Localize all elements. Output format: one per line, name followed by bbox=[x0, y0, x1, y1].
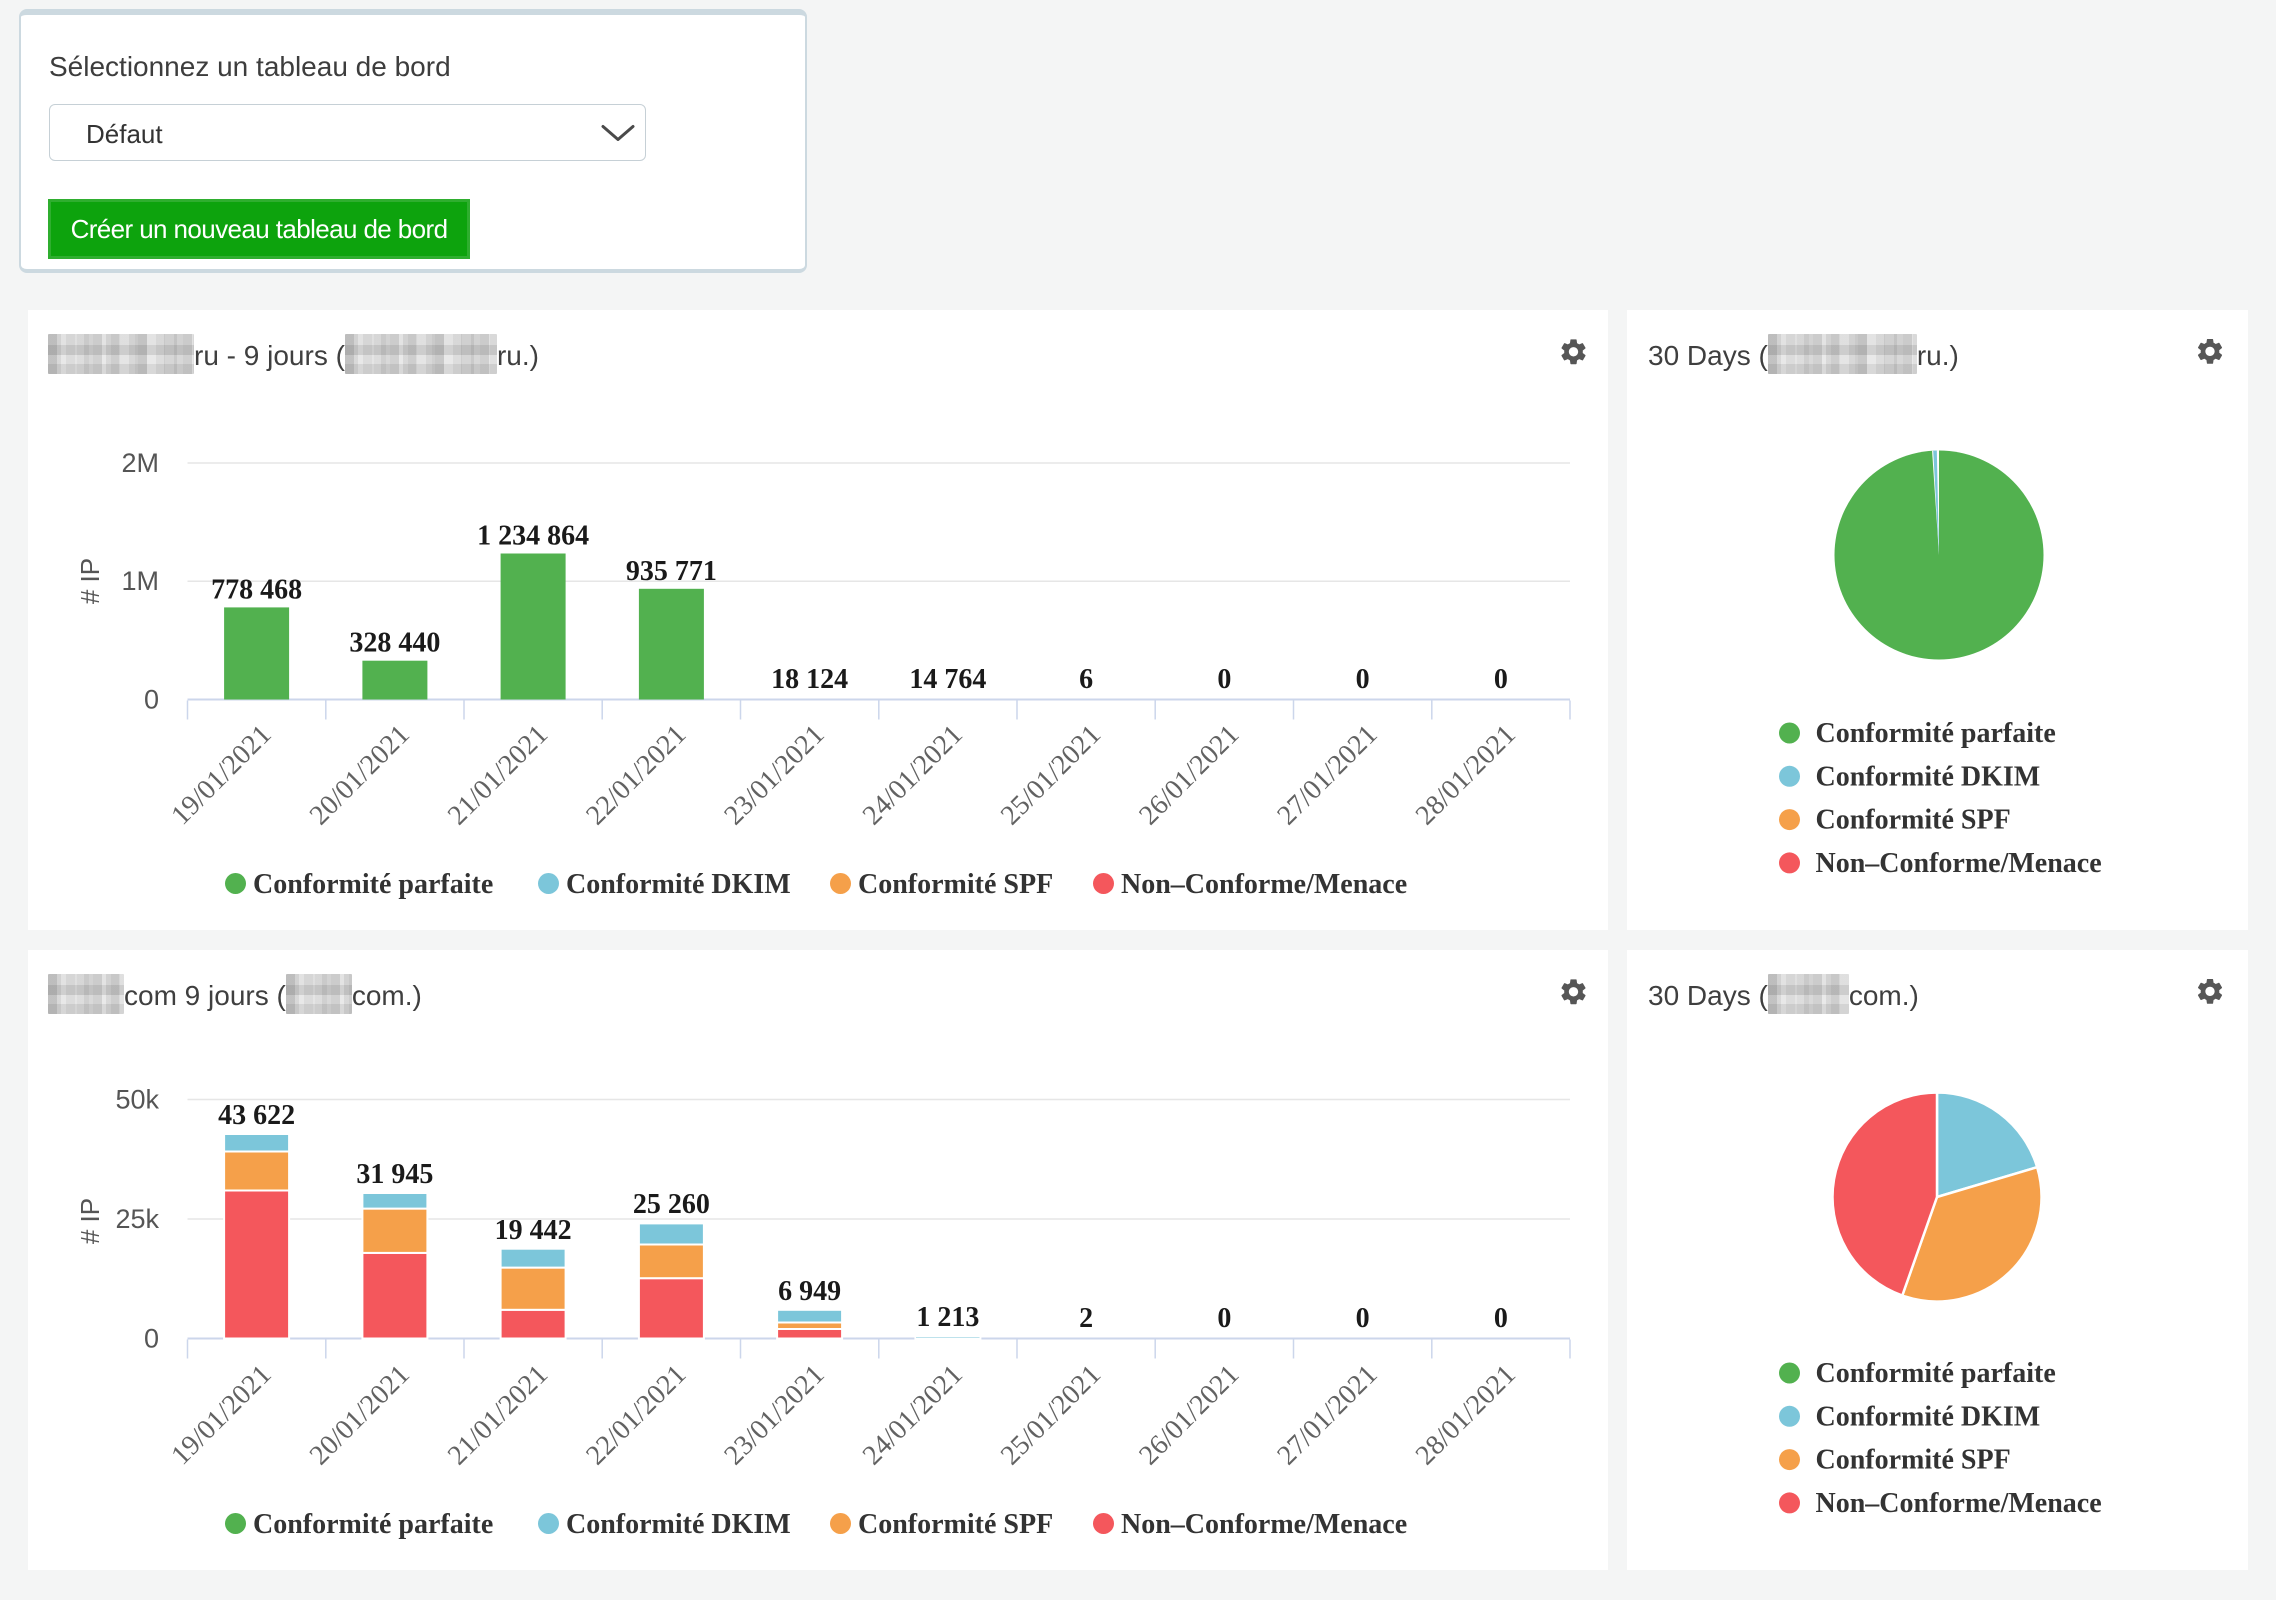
svg-text:Conformité parfaite: Conformité parfaite bbox=[1816, 718, 2056, 749]
svg-text:50k: 50k bbox=[115, 1085, 159, 1115]
svg-text:# IP: # IP bbox=[75, 558, 105, 604]
svg-text:0: 0 bbox=[1217, 664, 1231, 695]
svg-text:2: 2 bbox=[1079, 1303, 1093, 1334]
svg-text:Conformité SPF: Conformité SPF bbox=[858, 1509, 1053, 1540]
svg-text:328 440: 328 440 bbox=[349, 628, 440, 659]
svg-text:0: 0 bbox=[144, 685, 159, 715]
svg-text:Conformité DKIM: Conformité DKIM bbox=[566, 869, 791, 900]
svg-text:23/01/2021: 23/01/2021 bbox=[718, 719, 830, 831]
svg-text:24/01/2021: 24/01/2021 bbox=[857, 1359, 969, 1471]
svg-text:27/01/2021: 27/01/2021 bbox=[1271, 1359, 1383, 1471]
svg-text:Conformité DKIM: Conformité DKIM bbox=[1816, 761, 2041, 792]
svg-text:Conformité SPF: Conformité SPF bbox=[858, 869, 1053, 900]
svg-text:25k: 25k bbox=[115, 1204, 159, 1234]
svg-text:20/01/2021: 20/01/2021 bbox=[304, 1359, 416, 1471]
svg-text:26/01/2021: 26/01/2021 bbox=[1133, 1359, 1245, 1471]
svg-text:19/01/2021: 19/01/2021 bbox=[165, 1359, 277, 1471]
svg-text:23/01/2021: 23/01/2021 bbox=[718, 1359, 830, 1471]
svg-text:Conformité parfaite: Conformité parfaite bbox=[253, 1509, 493, 1540]
svg-text:31 945: 31 945 bbox=[356, 1159, 433, 1190]
svg-text:Non–Conforme/Menace: Non–Conforme/Menace bbox=[1121, 869, 1407, 900]
svg-text:22/01/2021: 22/01/2021 bbox=[580, 1359, 692, 1471]
svg-text:0: 0 bbox=[1356, 1303, 1370, 1334]
svg-text:1 234 864: 1 234 864 bbox=[477, 521, 589, 552]
svg-text:28/01/2021: 28/01/2021 bbox=[1410, 719, 1522, 831]
svg-text:Conformité DKIM: Conformité DKIM bbox=[1816, 1401, 2041, 1432]
svg-text:19 442: 19 442 bbox=[495, 1215, 572, 1246]
svg-text:6: 6 bbox=[1079, 664, 1093, 695]
svg-text:0: 0 bbox=[1356, 664, 1370, 695]
svg-text:Conformité parfaite: Conformité parfaite bbox=[1816, 1358, 2056, 1389]
svg-text:21/01/2021: 21/01/2021 bbox=[442, 1359, 554, 1471]
svg-text:6 949: 6 949 bbox=[778, 1276, 841, 1307]
svg-text:25/01/2021: 25/01/2021 bbox=[995, 1359, 1107, 1471]
svg-text:0: 0 bbox=[1494, 1303, 1508, 1334]
svg-text:Conformité DKIM: Conformité DKIM bbox=[566, 1509, 791, 1540]
svg-text:18 124: 18 124 bbox=[771, 664, 848, 695]
svg-text:43 622: 43 622 bbox=[218, 1100, 295, 1131]
svg-text:19/01/2021: 19/01/2021 bbox=[165, 719, 277, 831]
svg-text:0: 0 bbox=[1494, 664, 1508, 695]
svg-text:1M: 1M bbox=[121, 566, 159, 596]
svg-text:2M: 2M bbox=[121, 448, 159, 478]
svg-text:27/01/2021: 27/01/2021 bbox=[1271, 719, 1383, 831]
svg-text:22/01/2021: 22/01/2021 bbox=[580, 719, 692, 831]
svg-text:0: 0 bbox=[1217, 1303, 1231, 1334]
svg-text:Conformité SPF: Conformité SPF bbox=[1816, 1445, 2011, 1476]
svg-text:Non–Conforme/Menace: Non–Conforme/Menace bbox=[1816, 1488, 2102, 1519]
svg-text:Non–Conforme/Menace: Non–Conforme/Menace bbox=[1121, 1509, 1407, 1540]
svg-text:14 764: 14 764 bbox=[909, 664, 986, 695]
svg-text:# IP: # IP bbox=[75, 1198, 105, 1244]
svg-text:Non–Conforme/Menace: Non–Conforme/Menace bbox=[1816, 848, 2102, 879]
svg-text:24/01/2021: 24/01/2021 bbox=[857, 719, 969, 831]
svg-text:28/01/2021: 28/01/2021 bbox=[1410, 1359, 1522, 1471]
svg-text:935 771: 935 771 bbox=[626, 556, 717, 587]
svg-text:25 260: 25 260 bbox=[633, 1189, 710, 1220]
svg-text:1 213: 1 213 bbox=[916, 1302, 979, 1333]
svg-text:21/01/2021: 21/01/2021 bbox=[442, 719, 554, 831]
svg-text:25/01/2021: 25/01/2021 bbox=[995, 719, 1107, 831]
svg-text:0: 0 bbox=[144, 1324, 159, 1354]
svg-text:26/01/2021: 26/01/2021 bbox=[1133, 719, 1245, 831]
svg-text:Conformité SPF: Conformité SPF bbox=[1816, 805, 2011, 836]
svg-text:778 468: 778 468 bbox=[211, 574, 302, 605]
svg-text:Conformité parfaite: Conformité parfaite bbox=[253, 869, 493, 900]
svg-text:20/01/2021: 20/01/2021 bbox=[304, 719, 416, 831]
